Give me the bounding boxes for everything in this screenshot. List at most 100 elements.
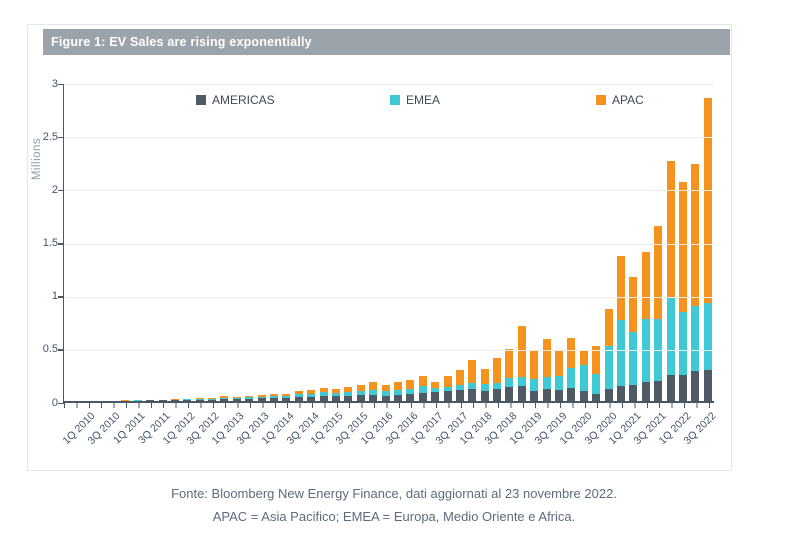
bar-segment-americas <box>542 389 551 401</box>
y-axis-tick <box>58 136 64 139</box>
bar-group <box>702 84 714 401</box>
bar-segment-americas <box>257 398 266 401</box>
bar-segment-apac <box>517 325 526 377</box>
bar-segment-apac <box>555 351 564 377</box>
bar-segment-apac <box>493 358 502 383</box>
bar-segment-americas <box>294 396 303 401</box>
bar-group <box>627 84 639 401</box>
legend-swatch-icon <box>390 95 400 105</box>
bar-group <box>404 84 416 401</box>
bar-segment-emea <box>369 389 378 395</box>
bar-segment-americas <box>282 397 291 401</box>
bar-segment-emea <box>480 384 489 391</box>
bar-segment-americas <box>567 388 576 401</box>
bar-group <box>280 84 292 401</box>
bar-segment-emea <box>406 388 415 395</box>
bar-segment-apac <box>232 396 241 398</box>
chart: Millions AMERICAS EMEA APAC 0 0.5 1 1.5 2 2.5 3 … <box>28 25 733 472</box>
x-axis-ticks <box>64 403 714 408</box>
bar-group <box>82 84 94 401</box>
bar-segment-apac <box>406 379 415 389</box>
bar-group <box>293 84 305 401</box>
bar-group <box>417 84 429 401</box>
bar-segment-apac <box>691 163 700 307</box>
bar-group <box>441 84 453 401</box>
bar-segment-emea <box>356 391 365 396</box>
bar-segment-apac <box>468 359 477 383</box>
bar-segment-americas <box>406 394 415 401</box>
gridline <box>64 296 714 298</box>
bar-segment-emea <box>431 387 440 392</box>
bar-segment-apac <box>282 393 291 396</box>
bar-segment-emea <box>666 297 675 376</box>
y-axis-tick <box>58 83 64 85</box>
bar-segment-emea <box>493 382 502 390</box>
bar-group <box>355 84 367 401</box>
bar-segment-americas <box>530 391 539 401</box>
bar-segment-emea <box>678 311 687 376</box>
figure-card: Figure 1: EV Sales are rising exponentia… <box>27 24 732 471</box>
bar-segment-americas <box>183 399 192 401</box>
bar-segment-americas <box>468 389 477 401</box>
bar-segment-apac <box>592 345 601 374</box>
bar-segment-americas <box>381 395 390 401</box>
bar-group <box>305 84 317 401</box>
bar-segment-apac <box>678 181 687 312</box>
bar-group <box>479 84 491 401</box>
bar-group <box>540 84 552 401</box>
bar-group <box>689 84 701 401</box>
bar-segment-apac <box>393 381 402 390</box>
y-axis-tick <box>58 296 64 298</box>
bar-segment-americas <box>418 392 427 401</box>
legend-item-apac: APAC <box>596 93 644 107</box>
bar-segment-emea <box>307 393 316 397</box>
bar-segment-emea <box>294 393 303 397</box>
bar-segment-emea <box>517 376 526 387</box>
y-axis-tick-label: 2 <box>51 183 58 196</box>
bar-segment-apac <box>703 97 712 304</box>
bar-segment-americas <box>616 385 625 401</box>
bar-segment-apac <box>443 375 452 387</box>
bar-segment-apac <box>195 397 204 399</box>
bar-segment-apac <box>220 396 229 398</box>
bar-group <box>640 84 652 401</box>
bar-segment-apac <box>418 375 427 386</box>
bar-segment-emea <box>170 399 179 401</box>
bar-segment-americas <box>307 396 316 401</box>
bar-segment-americas <box>443 391 452 401</box>
y-axis-tick-label: 2.5 <box>42 130 58 143</box>
bar-group <box>491 84 503 401</box>
bar-segment-americas <box>629 385 638 401</box>
bar-segment-americas <box>245 398 254 401</box>
bar-segment-americas <box>146 400 155 401</box>
y-axis-tick-label: 1 <box>51 290 58 303</box>
legend-label: AMERICAS <box>212 93 275 107</box>
y-axis-tick-label: 0 <box>51 396 58 409</box>
bar-segment-apac <box>381 385 390 391</box>
bar-segment-emea <box>257 396 266 399</box>
bar-group <box>664 84 676 401</box>
gridline <box>64 243 714 245</box>
bar-group <box>528 84 540 401</box>
bar-segment-americas <box>691 371 700 401</box>
bar-segment-apac <box>170 399 179 400</box>
bar-segment-apac <box>567 338 576 368</box>
bar-segment-americas <box>431 391 440 401</box>
bar-segment-apac <box>530 349 539 379</box>
bar-segment-americas <box>666 375 675 401</box>
gridline <box>64 84 714 85</box>
bar-group <box>255 84 267 401</box>
bar-segment-emea <box>245 397 254 399</box>
y-axis-tick <box>58 189 64 192</box>
bar-segment-americas <box>604 389 613 401</box>
bar-segment-apac <box>616 256 625 321</box>
bar-segment-emea <box>270 395 279 398</box>
bar-segment-americas <box>517 386 526 401</box>
bar-segment-apac <box>542 339 551 378</box>
bar-segment-emea <box>344 391 353 396</box>
bar-group <box>590 84 602 401</box>
y-axis-tick <box>58 402 64 404</box>
legend-item-americas: AMERICAS <box>196 93 275 107</box>
bar-group <box>119 84 131 401</box>
